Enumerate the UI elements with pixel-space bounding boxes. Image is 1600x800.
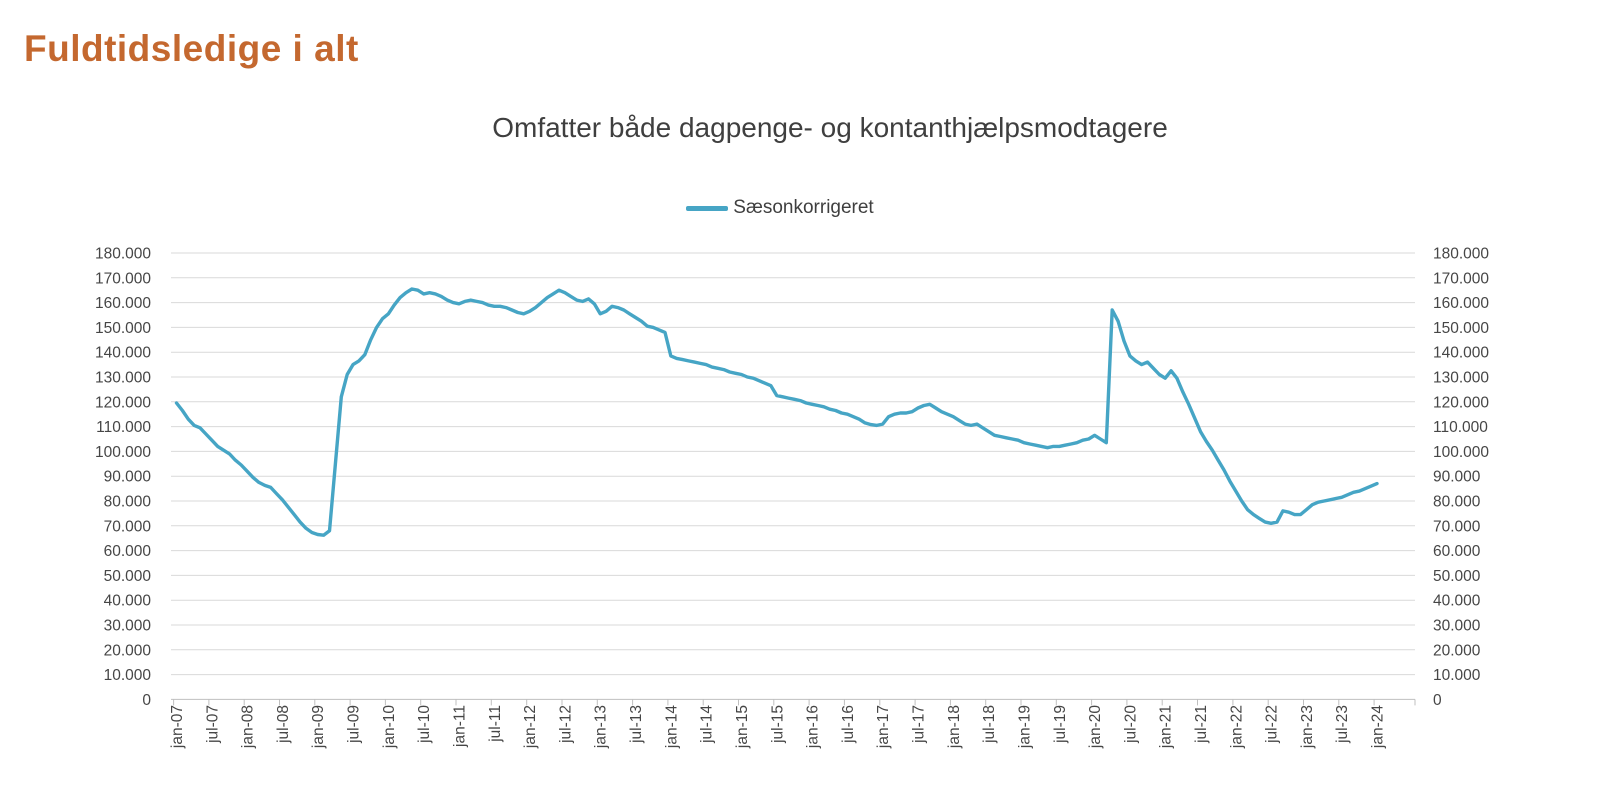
svg-text:10.000: 10.000 xyxy=(104,667,152,684)
y-axis-labels: 0 0 10.000 10.000 20.000 20.000 30.000 30.000 40… xyxy=(95,246,1489,709)
svg-text:60.000: 60.000 xyxy=(104,543,152,560)
svg-text:jul-17: jul-17 xyxy=(911,705,928,744)
svg-text:jul-07: jul-07 xyxy=(204,705,221,744)
series-saesonkorrigeret-line xyxy=(174,287,1379,537)
x-axis-labels: jan-07 jul-07 jan-08 jul-08 jan-09 jul-09 jan-… xyxy=(169,705,1387,749)
svg-text:jan-12: jan-12 xyxy=(522,705,539,749)
x-axis-ticks xyxy=(173,699,1416,706)
svg-text:jan-07: jan-07 xyxy=(169,705,186,749)
svg-text:90.000: 90.000 xyxy=(104,469,152,486)
svg-text:170.000: 170.000 xyxy=(1433,270,1489,287)
svg-text:160.000: 160.000 xyxy=(1433,295,1489,312)
svg-text:jul-14: jul-14 xyxy=(699,705,716,744)
svg-text:jul-19: jul-19 xyxy=(1052,705,1069,744)
svg-text:jan-13: jan-13 xyxy=(593,705,610,749)
svg-text:100.000: 100.000 xyxy=(95,444,151,461)
svg-text:80.000: 80.000 xyxy=(1433,494,1481,511)
svg-text:70.000: 70.000 xyxy=(1433,518,1481,535)
svg-text:20.000: 20.000 xyxy=(1433,642,1481,659)
svg-text:jan-09: jan-09 xyxy=(310,705,327,749)
svg-text:40.000: 40.000 xyxy=(104,593,152,610)
svg-text:130.000: 130.000 xyxy=(95,370,151,387)
svg-text:jan-08: jan-08 xyxy=(240,705,257,749)
svg-text:60.000: 60.000 xyxy=(1433,543,1481,560)
svg-text:10.000: 10.000 xyxy=(1433,667,1481,684)
svg-text:120.000: 120.000 xyxy=(1433,394,1489,411)
svg-text:jul-11: jul-11 xyxy=(487,705,504,743)
svg-text:jul-20: jul-20 xyxy=(1122,705,1139,744)
svg-text:120.000: 120.000 xyxy=(95,394,151,411)
svg-text:40.000: 40.000 xyxy=(1433,593,1481,610)
chart-title: Omfatter både dagpenge- og kontanthjælps… xyxy=(492,112,1168,143)
svg-text:80.000: 80.000 xyxy=(104,494,152,511)
svg-text:jan-14: jan-14 xyxy=(663,705,680,749)
svg-text:jan-21: jan-21 xyxy=(1158,705,1175,749)
svg-text:jan-10: jan-10 xyxy=(381,705,398,749)
legend-line-swatch xyxy=(686,205,729,211)
svg-text:jan-17: jan-17 xyxy=(875,705,892,749)
svg-text:0: 0 xyxy=(1433,692,1442,709)
svg-text:jul-12: jul-12 xyxy=(557,705,574,744)
page-title: Fuldtidsledige i alt xyxy=(24,28,359,69)
svg-text:jan-16: jan-16 xyxy=(805,705,822,749)
svg-text:jul-10: jul-10 xyxy=(416,705,433,744)
svg-text:jul-23: jul-23 xyxy=(1334,705,1351,744)
svg-text:140.000: 140.000 xyxy=(1433,345,1489,362)
svg-text:jul-08: jul-08 xyxy=(275,705,292,744)
svg-text:180.000: 180.000 xyxy=(1433,246,1489,263)
svg-text:160.000: 160.000 xyxy=(95,295,151,312)
svg-text:90.000: 90.000 xyxy=(1433,469,1481,486)
svg-text:jan-22: jan-22 xyxy=(1228,705,1245,749)
svg-text:30.000: 30.000 xyxy=(104,618,152,635)
svg-text:100.000: 100.000 xyxy=(1433,444,1489,461)
svg-text:jan-20: jan-20 xyxy=(1087,705,1104,749)
svg-text:110.000: 110.000 xyxy=(1433,419,1488,436)
svg-text:jan-11: jan-11 xyxy=(452,705,469,748)
chart-legend: Sæsonkorrigeret xyxy=(0,197,1560,219)
svg-text:130.000: 130.000 xyxy=(1433,370,1489,387)
svg-text:jan-23: jan-23 xyxy=(1299,705,1316,749)
gridlines xyxy=(171,252,1415,676)
svg-text:140.000: 140.000 xyxy=(95,345,151,362)
svg-text:jul-16: jul-16 xyxy=(840,705,857,744)
svg-text:jan-19: jan-19 xyxy=(1016,705,1033,749)
svg-text:150.000: 150.000 xyxy=(95,320,151,337)
svg-text:jul-18: jul-18 xyxy=(981,705,998,744)
svg-text:180.000: 180.000 xyxy=(95,246,151,263)
svg-text:jul-22: jul-22 xyxy=(1264,705,1281,744)
svg-text:jul-09: jul-09 xyxy=(346,705,363,744)
svg-text:jul-13: jul-13 xyxy=(628,705,645,744)
svg-text:jul-15: jul-15 xyxy=(769,705,786,744)
svg-text:50.000: 50.000 xyxy=(104,568,152,585)
svg-text:20.000: 20.000 xyxy=(104,642,152,659)
svg-text:jan-24: jan-24 xyxy=(1370,705,1387,749)
legend-label: Sæsonkorrigeret xyxy=(733,197,874,218)
svg-text:110.000: 110.000 xyxy=(96,419,151,436)
svg-text:50.000: 50.000 xyxy=(1433,568,1481,585)
svg-text:jan-18: jan-18 xyxy=(946,705,963,749)
svg-text:jul-21: jul-21 xyxy=(1193,705,1210,744)
svg-text:0: 0 xyxy=(142,692,151,709)
svg-text:30.000: 30.000 xyxy=(1433,618,1481,635)
svg-text:150.000: 150.000 xyxy=(1433,320,1489,337)
svg-text:70.000: 70.000 xyxy=(104,518,152,535)
svg-text:170.000: 170.000 xyxy=(95,270,151,287)
svg-text:jan-15: jan-15 xyxy=(734,705,751,749)
